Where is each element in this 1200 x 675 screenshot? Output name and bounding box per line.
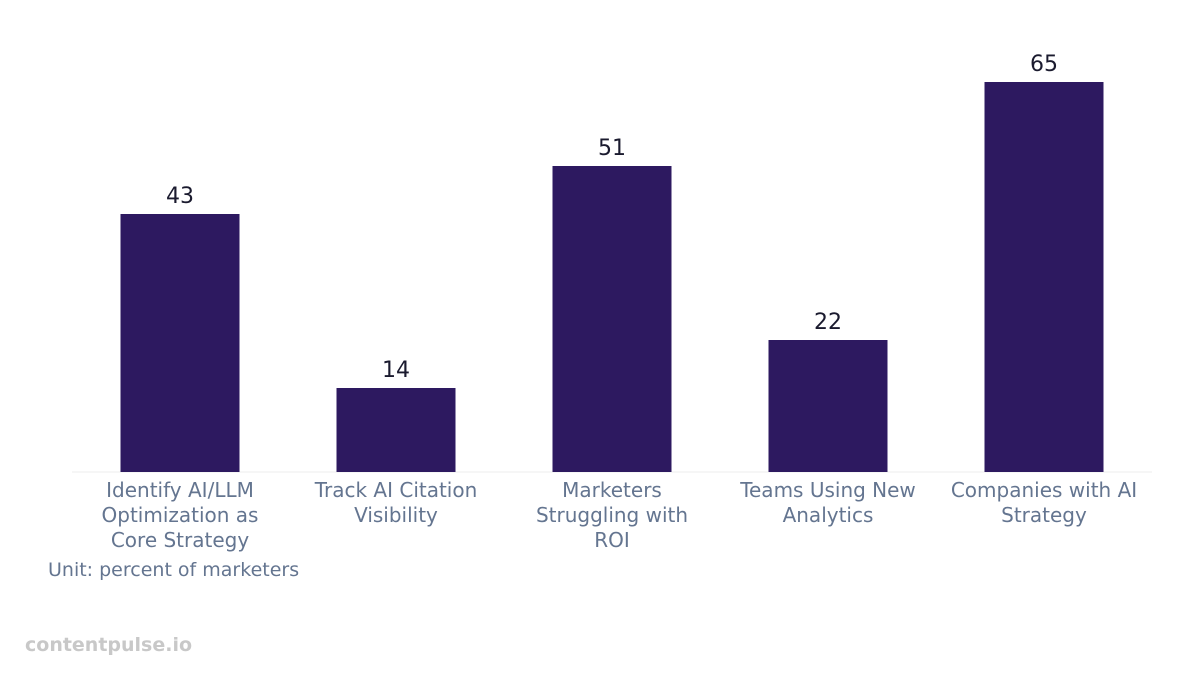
bar-value-label-3: 22 xyxy=(814,310,842,335)
x-tick-labels-layer: Identify AI/LLM Optimization as Core Strat… xyxy=(102,478,1138,552)
x-tick-line: Struggling with xyxy=(536,503,688,527)
bar-2 xyxy=(552,166,672,472)
x-tick-label-3: Teams Using New Analytics xyxy=(739,478,916,527)
value-labels-layer: 43 14 51 22 65 xyxy=(166,52,1058,383)
x-tick-label-0: Identify AI/LLM Optimization as Core Strat… xyxy=(102,478,259,552)
x-tick-label-1: Track AI Citation Visibility xyxy=(314,478,478,527)
bar-4 xyxy=(984,82,1104,472)
x-tick-line: Teams Using New xyxy=(739,478,916,502)
bar-value-label-1: 14 xyxy=(382,358,410,383)
x-tick-line: ROI xyxy=(594,528,630,552)
bar-value-label-4: 65 xyxy=(1030,52,1058,77)
x-tick-line: Visibility xyxy=(354,503,438,527)
x-tick-line: Track AI Citation xyxy=(314,478,478,502)
bar-0 xyxy=(120,214,240,472)
bar-1 xyxy=(336,388,456,472)
bar-value-label-2: 51 xyxy=(598,136,626,161)
x-tick-line: Strategy xyxy=(1001,503,1087,527)
watermark-logo: contentpulse.io xyxy=(25,634,193,656)
unit-note: Unit: percent of marketers xyxy=(48,559,300,581)
x-tick-line: Core Strategy xyxy=(111,528,250,552)
x-tick-line: Optimization as xyxy=(102,503,259,527)
bar-3 xyxy=(768,340,888,472)
bar-value-label-0: 43 xyxy=(166,184,194,209)
x-tick-line: Companies with AI xyxy=(951,478,1137,502)
x-tick-label-4: Companies with AI Strategy xyxy=(951,478,1137,527)
bars-layer xyxy=(120,82,1104,472)
x-tick-label-2: Marketers Struggling with ROI xyxy=(536,478,688,552)
x-tick-line: Marketers xyxy=(562,478,662,502)
x-tick-line: Analytics xyxy=(783,503,874,527)
x-tick-line: Identify AI/LLM xyxy=(106,478,254,502)
